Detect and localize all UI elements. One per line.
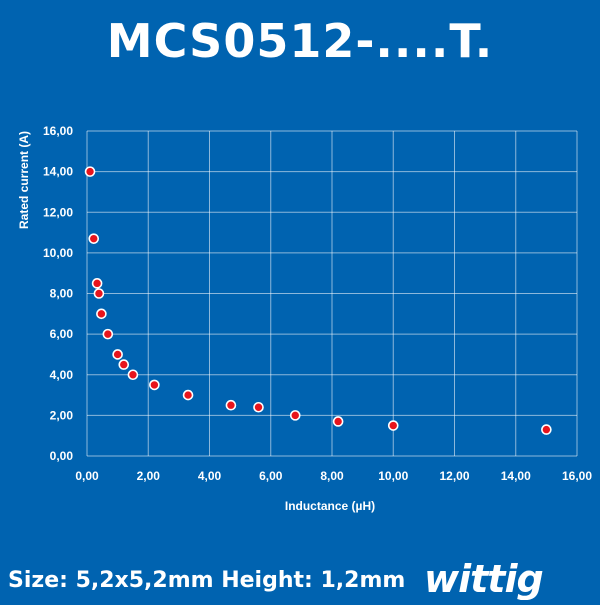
data-point [91,278,103,289]
data-point [253,401,264,413]
data-point [225,399,237,411]
y-tick-label: 2,00 [50,408,74,422]
y-tick-label: 14,00 [43,165,73,179]
y-tick-label: 12,00 [43,205,73,219]
data-point [96,308,107,320]
data-point [387,420,399,431]
data-point [88,233,100,244]
x-tick-label: 14,00 [501,469,531,483]
wittig-logo: wittig [420,557,596,605]
chart-title: MCS0512-....T. [106,14,494,68]
y-tick-label: 6,00 [50,327,74,341]
x-tick-label: 12,00 [439,469,469,483]
data-point [182,389,194,401]
data-point [118,359,130,370]
x-tick-labels: 0,00 2,00 4,00 6,00 8,00 10,00 12,00 14,00 16,00 [75,469,592,483]
y-axis-label: Rated current (A) [17,131,31,229]
data-point [541,424,552,435]
data-point [93,288,105,299]
y-tick-label: 4,00 [50,368,74,382]
x-tick-label: 2,00 [137,469,161,483]
data-points [84,166,552,435]
data-point [332,416,344,427]
x-tick-label: 10,00 [378,469,408,483]
x-tick-label: 8,00 [320,469,344,483]
x-axis-label: Inductance (µH) [285,499,375,513]
y-tick-label: 16,00 [43,124,73,138]
x-tick-label: 0,00 [75,469,99,483]
x-tick-label: 16,00 [562,469,592,483]
x-tick-label: 4,00 [198,469,222,483]
y-tick-label: 8,00 [50,287,74,301]
y-tick-label: 0,00 [50,449,74,463]
data-point [127,369,139,381]
data-point [84,166,96,177]
gridlines [86,130,578,457]
data-point [149,379,160,391]
y-tick-label: 10,00 [43,246,73,260]
data-point [102,328,114,340]
logo-text: wittig [424,560,543,600]
size-info: Size: 5,2x5,2mm Height: 1,2mm [8,568,406,593]
scatter-chart: 0,00 2,00 4,00 6,00 8,00 10,00 12,00 14,00 16,00… [17,124,592,513]
data-point [112,349,123,360]
y-tick-labels: 0,00 2,00 4,00 6,00 8,00 10,00 12,00 14,00 16,00 [43,124,73,463]
data-point [289,410,301,421]
x-tick-label: 6,00 [259,469,283,483]
